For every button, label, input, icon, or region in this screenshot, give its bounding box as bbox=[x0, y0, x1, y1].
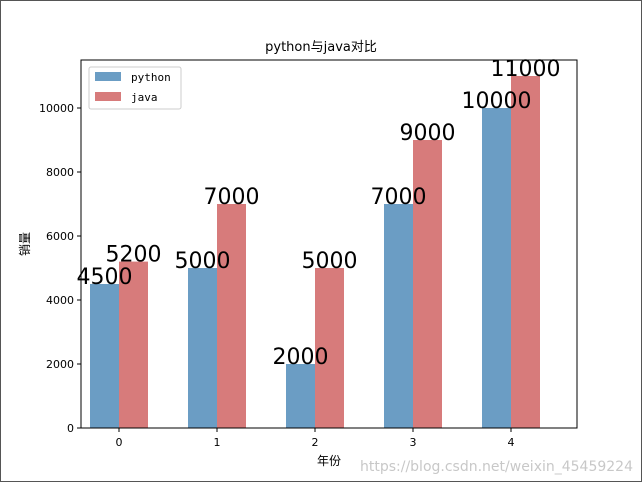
bar-java-1 bbox=[217, 204, 246, 428]
bar-java-2 bbox=[315, 268, 344, 428]
data-label-python-2: 2000 bbox=[273, 345, 329, 370]
legend-label-python: python bbox=[131, 71, 171, 84]
bar-python-1 bbox=[188, 268, 217, 428]
x-tick-label: 0 bbox=[116, 436, 123, 449]
bar-java-4 bbox=[511, 76, 540, 428]
x-axis-ticks: 0 1 2 3 4 bbox=[116, 428, 515, 449]
x-tick-label: 2 bbox=[312, 436, 319, 449]
legend-label-java: java bbox=[131, 91, 158, 104]
y-tick-label: 0 bbox=[67, 422, 74, 435]
x-tick-label: 4 bbox=[508, 436, 515, 449]
data-label-java-3: 9000 bbox=[400, 121, 456, 146]
legend-swatch-java bbox=[95, 92, 121, 101]
x-tick-label: 3 bbox=[410, 436, 417, 449]
bar-java-3 bbox=[413, 140, 442, 428]
legend-swatch-python bbox=[95, 72, 121, 81]
data-label-java-0: 5200 bbox=[106, 243, 162, 268]
y-tick-label: 6000 bbox=[46, 230, 74, 243]
bar-python-3 bbox=[384, 204, 413, 428]
y-axis-label: 销量 bbox=[18, 232, 32, 256]
x-axis-label: 年份 bbox=[317, 454, 341, 468]
data-label-java-1: 7000 bbox=[204, 185, 260, 210]
y-tick-label: 8000 bbox=[46, 166, 74, 179]
x-tick-label: 1 bbox=[214, 436, 221, 449]
y-tick-label: 10000 bbox=[39, 102, 74, 115]
data-label-python-3: 7000 bbox=[371, 185, 427, 210]
legend: python java bbox=[88, 66, 182, 110]
watermark-text: https://blog.csdn.net/weixin_45459224 bbox=[360, 459, 633, 475]
chart-title: python与java对比 bbox=[265, 40, 377, 55]
bars-group bbox=[90, 76, 540, 428]
plot-area bbox=[80, 59, 578, 429]
y-axis-ticks: 0 2000 4000 6000 8000 10000 bbox=[39, 102, 81, 435]
data-label-python-4: 10000 bbox=[462, 89, 532, 114]
data-label-python-0: 4500 bbox=[77, 265, 133, 290]
data-label-java-4: 11000 bbox=[491, 57, 561, 82]
data-label-java-2: 5000 bbox=[302, 249, 358, 274]
bar-python-4 bbox=[482, 108, 511, 428]
data-labels-group: 4500 5000 2000 7000 10000 5200 7000 5000 9000 110… bbox=[77, 57, 561, 370]
y-tick-label: 4000 bbox=[46, 294, 74, 307]
data-label-python-1: 5000 bbox=[175, 249, 231, 274]
bar-python-0 bbox=[90, 284, 119, 428]
bar-java-0 bbox=[119, 261, 148, 428]
y-tick-label: 2000 bbox=[46, 358, 74, 371]
bar-python-2 bbox=[286, 364, 315, 428]
